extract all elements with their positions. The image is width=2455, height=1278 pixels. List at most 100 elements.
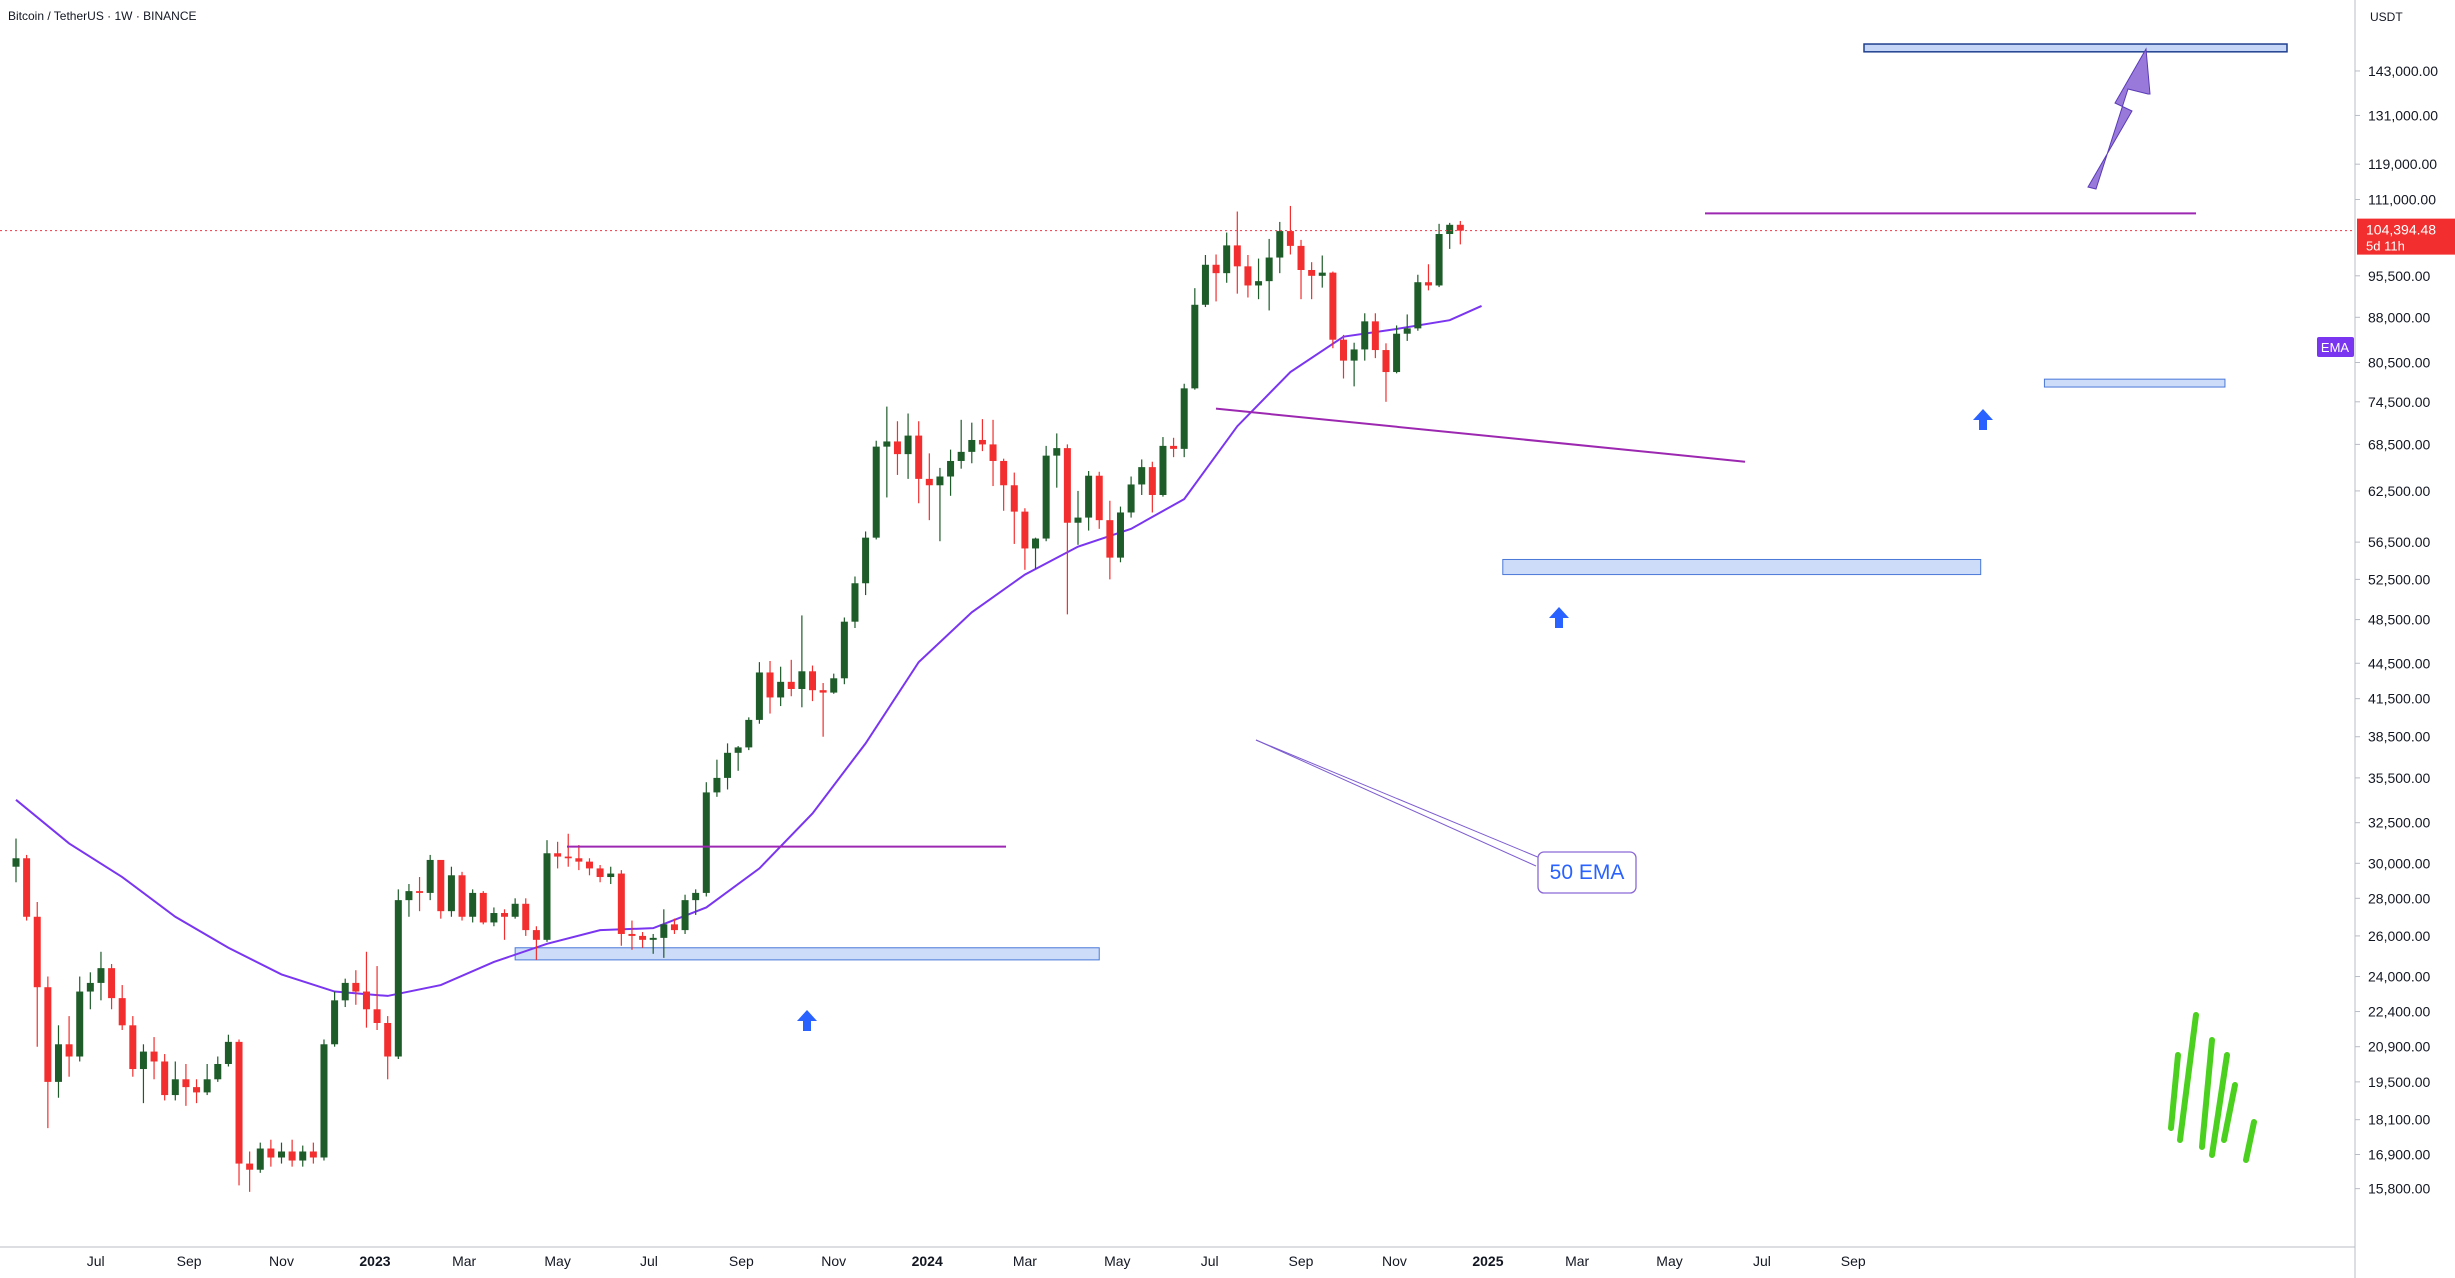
candle[interactable] xyxy=(362,951,370,1028)
candle[interactable] xyxy=(947,449,955,496)
candle[interactable] xyxy=(416,877,424,912)
candle[interactable] xyxy=(936,467,944,542)
candle[interactable] xyxy=(490,907,498,927)
candle[interactable] xyxy=(469,889,477,923)
candle[interactable] xyxy=(108,964,116,1010)
candle[interactable] xyxy=(1021,508,1029,570)
candle[interactable] xyxy=(1032,537,1040,569)
candle[interactable] xyxy=(1297,239,1305,300)
candle[interactable] xyxy=(171,1061,179,1101)
candle[interactable] xyxy=(426,854,434,901)
candle[interactable] xyxy=(129,1016,137,1077)
candle[interactable] xyxy=(1127,476,1135,518)
candle[interactable] xyxy=(883,406,891,498)
candle[interactable] xyxy=(1414,274,1422,331)
candle[interactable] xyxy=(904,413,912,479)
candle[interactable] xyxy=(1435,223,1443,288)
candle[interactable] xyxy=(968,422,976,464)
candle[interactable] xyxy=(1063,444,1071,615)
candle[interactable] xyxy=(830,673,838,694)
candle[interactable] xyxy=(617,870,625,946)
candle[interactable] xyxy=(702,782,710,897)
candle[interactable] xyxy=(628,920,636,950)
candle[interactable] xyxy=(1403,314,1411,341)
candle[interactable] xyxy=(639,932,647,948)
candle[interactable] xyxy=(139,1044,147,1104)
candle[interactable] xyxy=(23,854,31,921)
candle[interactable] xyxy=(1191,288,1199,390)
candle[interactable] xyxy=(1223,232,1231,283)
candle[interactable] xyxy=(394,889,402,1059)
candle[interactable] xyxy=(1340,334,1347,379)
candle[interactable] xyxy=(288,1139,296,1167)
candle[interactable] xyxy=(1446,222,1454,249)
candle[interactable] xyxy=(925,453,933,521)
candle[interactable] xyxy=(86,972,94,1010)
candle[interactable] xyxy=(267,1139,275,1167)
candle[interactable] xyxy=(1255,258,1263,300)
candle[interactable] xyxy=(437,859,445,919)
candle[interactable] xyxy=(766,660,774,714)
candle[interactable] xyxy=(915,421,923,504)
candle[interactable] xyxy=(1170,437,1178,458)
candle[interactable] xyxy=(596,865,604,883)
candle[interactable] xyxy=(373,966,381,1030)
candle[interactable] xyxy=(713,759,721,797)
candle[interactable] xyxy=(203,1063,211,1096)
candle[interactable] xyxy=(777,666,785,707)
candle[interactable] xyxy=(692,889,700,915)
candle[interactable] xyxy=(1393,325,1401,374)
candle[interactable] xyxy=(1318,255,1326,288)
candle[interactable] xyxy=(299,1145,307,1167)
candle[interactable] xyxy=(1212,254,1220,302)
candle[interactable] xyxy=(564,833,572,867)
candle[interactable] xyxy=(161,1054,169,1101)
candle[interactable] xyxy=(745,717,753,751)
candle[interactable] xyxy=(649,933,657,954)
candle[interactable] xyxy=(97,951,105,1001)
candle[interactable] xyxy=(1276,221,1284,274)
candle[interactable] xyxy=(214,1056,222,1082)
candle[interactable] xyxy=(809,665,816,702)
candle[interactable] xyxy=(65,1016,73,1077)
candle[interactable] xyxy=(607,866,615,885)
candle[interactable] xyxy=(150,1037,158,1080)
candle[interactable] xyxy=(1116,506,1124,563)
candle[interactable] xyxy=(862,531,870,596)
candle[interactable] xyxy=(989,419,997,487)
candle[interactable] xyxy=(405,884,413,917)
candle[interactable] xyxy=(1159,437,1167,497)
candle[interactable] xyxy=(893,421,901,475)
candle[interactable] xyxy=(1010,472,1018,544)
candle[interactable] xyxy=(851,576,859,629)
candle[interactable] xyxy=(798,615,806,708)
candle[interactable] xyxy=(309,1142,317,1164)
candle[interactable] xyxy=(54,1025,62,1098)
candle[interactable] xyxy=(1042,445,1050,542)
candle[interactable] xyxy=(1382,343,1390,402)
candle[interactable] xyxy=(235,1039,243,1186)
candle[interactable] xyxy=(1000,458,1008,511)
candle[interactable] xyxy=(1138,459,1146,495)
candle[interactable] xyxy=(957,419,965,469)
candle[interactable] xyxy=(1095,471,1103,529)
candle[interactable] xyxy=(33,901,41,1047)
candle[interactable] xyxy=(246,1151,254,1192)
candle[interactable] xyxy=(1074,490,1082,545)
candle[interactable] xyxy=(1350,342,1358,387)
candle[interactable] xyxy=(193,1079,201,1104)
candle[interactable] xyxy=(585,858,593,876)
candle[interactable] xyxy=(1148,461,1156,513)
candle[interactable] xyxy=(479,891,487,925)
candle[interactable] xyxy=(1456,220,1464,245)
candle[interactable] xyxy=(1180,383,1188,458)
candle[interactable] xyxy=(978,419,986,452)
candle[interactable] xyxy=(1106,500,1114,580)
candle[interactable] xyxy=(734,746,742,771)
candle[interactable] xyxy=(182,1063,190,1106)
candle[interactable] xyxy=(1424,264,1432,291)
candle[interactable] xyxy=(331,991,339,1047)
candle[interactable] xyxy=(554,841,562,869)
candle[interactable] xyxy=(840,617,848,685)
